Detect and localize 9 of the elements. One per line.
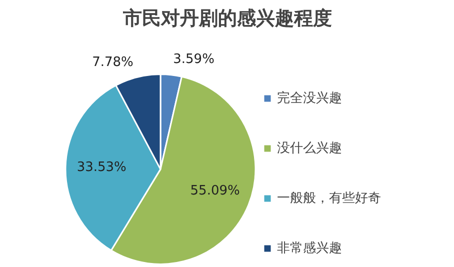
legend-label: 一般般，有些好奇 (277, 190, 381, 207)
data-label: 7.78% (92, 54, 134, 70)
legend-label: 没什么兴趣 (277, 140, 342, 157)
legend-label: 完全没兴趣 (277, 90, 342, 107)
legend-label: 非常感兴趣 (277, 240, 342, 257)
chart-title: 市民对丹剧的感兴趣程度 (122, 8, 332, 30)
data-label: 55.09% (190, 183, 240, 198)
data-label: 3.59% (173, 52, 214, 68)
data-label: 33.53% (76, 160, 126, 176)
